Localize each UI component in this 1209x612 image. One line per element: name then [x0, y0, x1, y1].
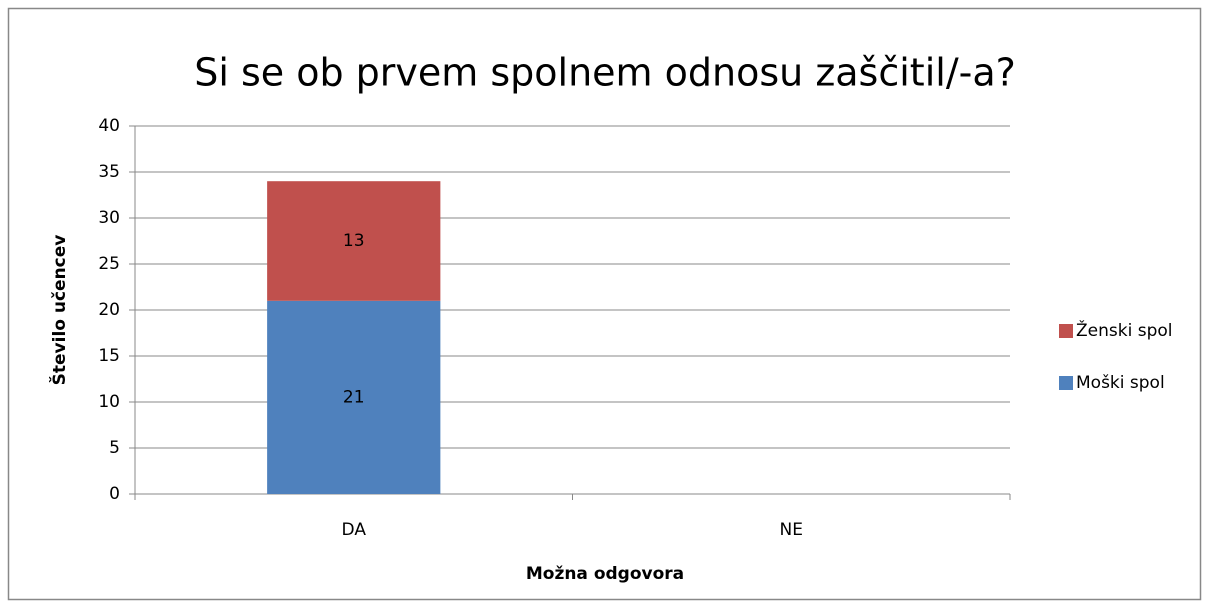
data-label: 13: [343, 231, 365, 251]
x-axis-label: Možna odgovora: [526, 564, 684, 584]
y-tick-label: 35: [98, 162, 120, 182]
x-tick-label: NE: [780, 520, 803, 540]
legend-label: Moški spol: [1076, 373, 1165, 393]
y-tick-label: 25: [98, 254, 120, 274]
y-tick-label: 5: [109, 438, 120, 458]
y-tick-label: 30: [98, 208, 120, 228]
chart-border: [7, 7, 1202, 601]
x-tick-label: DA: [342, 520, 367, 540]
y-tick-label: 20: [98, 300, 120, 320]
y-tick-label: 0: [109, 484, 120, 504]
legend-label: Ženski spol: [1076, 319, 1172, 341]
data-label: 21: [343, 387, 365, 407]
chart-title: Si se ob prvem spolnem odnosu zaščitil/-…: [194, 51, 1016, 95]
legend-swatch: [1059, 376, 1073, 390]
bar-segment: [267, 300, 441, 494]
y-axis-label: Število učencev: [48, 235, 70, 386]
bar-segment: [267, 181, 441, 301]
y-tick-label: 15: [98, 346, 120, 366]
y-tick-label: 40: [98, 116, 120, 136]
legend-swatch: [1059, 324, 1073, 338]
y-tick-label: 10: [98, 392, 120, 412]
